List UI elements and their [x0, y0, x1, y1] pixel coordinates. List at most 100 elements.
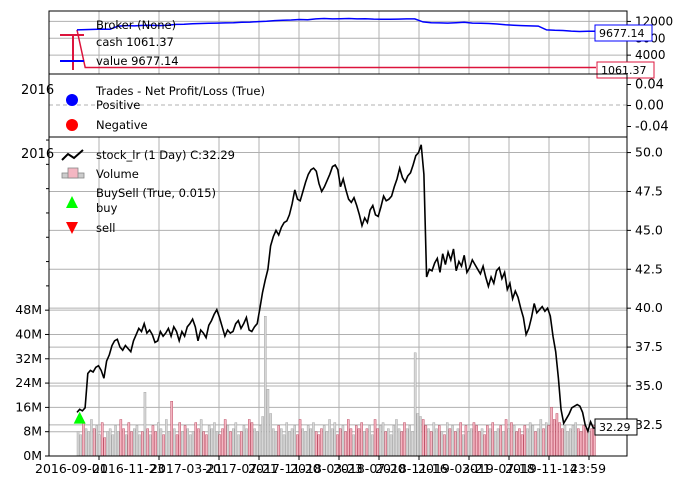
volume-bar: [400, 431, 404, 457]
volume-bar: [435, 428, 438, 457]
volume-bar: [181, 431, 184, 457]
volume-bar: [389, 434, 393, 457]
volume-bar: [296, 434, 299, 457]
volume-bar: [421, 419, 425, 457]
value-last-label-text: 9677.14: [599, 27, 645, 40]
trades-y-ticks: 0.04 0.00 -0.04: [627, 78, 669, 135]
volume-bar: [590, 428, 593, 457]
volume-bar: [304, 431, 307, 457]
volume-bar: [167, 431, 171, 457]
volume-bar: [116, 431, 120, 457]
volume-bar: [381, 422, 385, 457]
volume-bar: [392, 425, 396, 457]
volume-bar: [347, 419, 350, 457]
volume-bar: [566, 431, 569, 457]
volume-bar: [90, 419, 93, 457]
volume-bar: [459, 422, 462, 457]
volume-bar: [397, 428, 401, 457]
volume-bar: [119, 419, 123, 457]
volume-bar: [373, 419, 377, 457]
price-clipped-date-label: 2016: [21, 147, 54, 162]
volume-bar: [539, 419, 543, 457]
volume-bar: [515, 431, 519, 457]
volume-bar: [328, 419, 331, 457]
volume-bar: [191, 431, 195, 457]
volume-bar: [467, 431, 470, 457]
volume-bar: [587, 431, 591, 457]
volume-bar: [242, 425, 246, 457]
volume-bar: [408, 425, 412, 457]
x-tick-label: 2016-11-23: [92, 461, 165, 476]
trades-panel: 0.04 0.00 -0.04 2016 Trades - Net Profit/L…: [21, 73, 669, 138]
broker-grid: [49, 11, 627, 74]
volume-bar: [114, 425, 117, 457]
positive-legend-label: Positive: [96, 98, 140, 112]
volume-bar: [231, 428, 235, 457]
volume-bar: [210, 428, 214, 457]
volume-bar: [261, 416, 264, 457]
volume-bar: [429, 431, 433, 457]
volume-bar: [272, 428, 275, 457]
volume-bar: [202, 431, 205, 457]
volume-bar: [288, 431, 291, 457]
volume-bar: [456, 428, 460, 457]
volume-bar: [488, 428, 492, 457]
volume-bar: [504, 419, 508, 457]
volume-bar: [486, 425, 489, 457]
volume-bar: [312, 422, 315, 457]
volume-bar: [306, 425, 310, 457]
volume-bar: [494, 431, 497, 457]
volume-bar: [189, 434, 192, 457]
volume-bar: [512, 425, 516, 457]
volume-bar: [199, 419, 203, 457]
volume-bar: [542, 428, 545, 457]
volume-bar: [186, 428, 189, 457]
volume-bar: [148, 434, 152, 457]
volume-bar: [127, 422, 131, 457]
volume-bar: [333, 422, 337, 457]
price-y-tick-label: 50.0: [635, 145, 663, 160]
volume-bar: [363, 431, 366, 457]
volume-bar: [357, 428, 361, 457]
x-tick-label: 2019-11-14: [505, 461, 578, 476]
trades-y-tick-label: -0.04: [635, 120, 669, 135]
volume-bar: [344, 431, 347, 457]
buy-markers: [73, 411, 86, 424]
buy-legend-label: buy: [96, 201, 118, 215]
volume-bar: [165, 419, 168, 457]
value-last-label: 9677.14: [594, 24, 653, 42]
volume-bar: [314, 431, 318, 457]
price-y-ticks-right: 50.0 47.5 45.0 42.5 40.0 37.5 35.0 32.5: [627, 145, 663, 432]
volume-bar: [472, 422, 476, 457]
trades-legend: Trades - Net Profit/Loss (True) Positive…: [66, 84, 265, 132]
volume-bar: [280, 428, 283, 457]
volume-y-tick-label: 8M: [23, 424, 42, 439]
volume-bar: [157, 422, 160, 457]
buy-marker: [73, 411, 86, 424]
volume-bar: [98, 434, 101, 457]
volume-bar: [438, 425, 441, 457]
volume-bar: [293, 425, 297, 457]
volume-bar: [143, 392, 147, 457]
volume-bar: [218, 434, 222, 457]
cash-series-line: [76, 29, 596, 69]
volume-bar: [111, 434, 115, 457]
volume-bar: [518, 428, 521, 457]
volume-bar: [100, 422, 104, 457]
volume-bar: [478, 431, 481, 457]
volume-bar: [483, 434, 486, 457]
cash-last-label: 1061.37: [596, 61, 655, 79]
volume-bar: [298, 419, 302, 457]
close-legend-line: [61, 149, 84, 161]
volume-bar: [520, 434, 524, 457]
volume-bar: [480, 428, 484, 457]
volume-bar: [534, 431, 537, 457]
volume-bar: [178, 422, 181, 457]
x-tick-label: 2019-07-18: [462, 461, 535, 476]
volume-bar: [245, 428, 248, 457]
volume-y-tick-label: 32M: [15, 351, 42, 366]
volume-bar: [138, 434, 141, 457]
price-line: [76, 144, 597, 434]
volume-bar: [183, 425, 187, 457]
volume-bar: [250, 422, 254, 457]
